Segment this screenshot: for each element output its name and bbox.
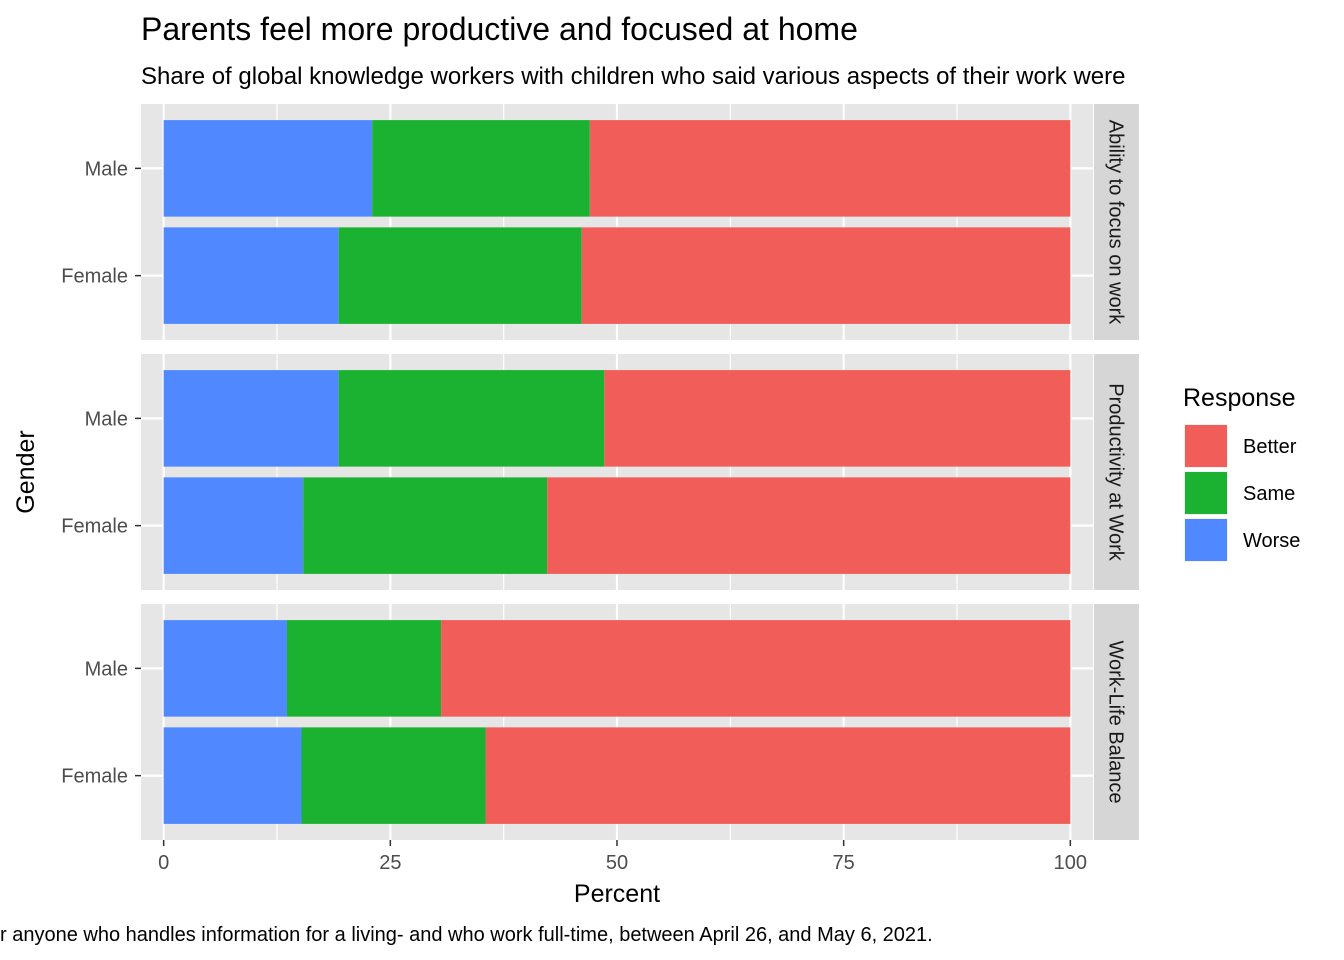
bar-work-life-balance-female-worse	[163, 727, 302, 824]
bar-ability-to-focus-on-work-male-worse	[163, 120, 373, 217]
legend-title: Response	[1183, 384, 1296, 412]
chart-caption: r anyone who handles information for a l…	[0, 924, 933, 946]
y-axis-title: Gender	[12, 430, 40, 513]
legend-label-same: Same	[1243, 483, 1295, 505]
x-axis-title: Percent	[574, 880, 660, 908]
legend-label-better: Better	[1243, 436, 1297, 458]
y-tick-label-male: Male	[85, 408, 128, 430]
bar-work-life-balance-male-same	[286, 620, 442, 717]
bar-productivity-at-work-male-same	[338, 370, 605, 467]
x-tick-label: 25	[379, 852, 401, 874]
facet-strip	[1094, 354, 1139, 590]
bar-work-life-balance-female-better	[485, 727, 1071, 824]
bar-work-life-balance-female-same	[301, 727, 486, 824]
x-tick-label: 75	[833, 852, 855, 874]
legend-swatch-better	[1185, 425, 1227, 467]
x-tick-label: 50	[606, 852, 628, 874]
y-tick-label-female: Female	[61, 266, 128, 288]
bar-ability-to-focus-on-work-female-same	[338, 227, 582, 324]
x-tick-label: 100	[1054, 852, 1087, 874]
bar-productivity-at-work-male-better	[604, 370, 1071, 467]
bar-ability-to-focus-on-work-female-worse	[163, 227, 339, 324]
chart-title: Parents feel more productive and focused…	[141, 11, 858, 47]
bar-productivity-at-work-female-worse	[163, 477, 304, 574]
legend-label-worse: Worse	[1243, 530, 1300, 552]
bar-productivity-at-work-female-better	[547, 477, 1071, 574]
chart-subtitle: Share of global knowledge workers with c…	[141, 63, 1125, 90]
bar-ability-to-focus-on-work-female-better	[581, 227, 1071, 324]
facet-strip-label-work-life-balance: Work-Life Balance	[1105, 640, 1127, 803]
plot-area: Male Female Ability to focus on work Male Fe…	[61, 104, 1139, 874]
bar-work-life-balance-male-better	[441, 620, 1071, 717]
x-tick-label: 0	[158, 852, 169, 874]
y-tick-label-female: Female	[61, 766, 128, 788]
bar-productivity-at-work-female-same	[303, 477, 548, 574]
y-tick-label-male: Male	[85, 658, 128, 680]
bar-ability-to-focus-on-work-male-better	[589, 120, 1071, 217]
bar-work-life-balance-male-worse	[163, 620, 287, 717]
bar-ability-to-focus-on-work-male-same	[372, 120, 590, 217]
y-tick-label-female: Female	[61, 516, 128, 538]
y-tick-label-male: Male	[85, 158, 128, 180]
bar-productivity-at-work-male-worse	[163, 370, 339, 467]
facet-strip-label-ability-to-focus-on-work: Ability to focus on work	[1105, 120, 1127, 326]
facet-strip	[1094, 604, 1139, 840]
legend-swatch-same	[1185, 472, 1227, 514]
facet-strip-label-productivity-at-work: Productivity at Work	[1105, 383, 1127, 561]
legend: Response Better Same Worse	[1183, 384, 1300, 562]
facet-strip	[1094, 104, 1139, 340]
legend-swatch-worse	[1185, 519, 1227, 561]
